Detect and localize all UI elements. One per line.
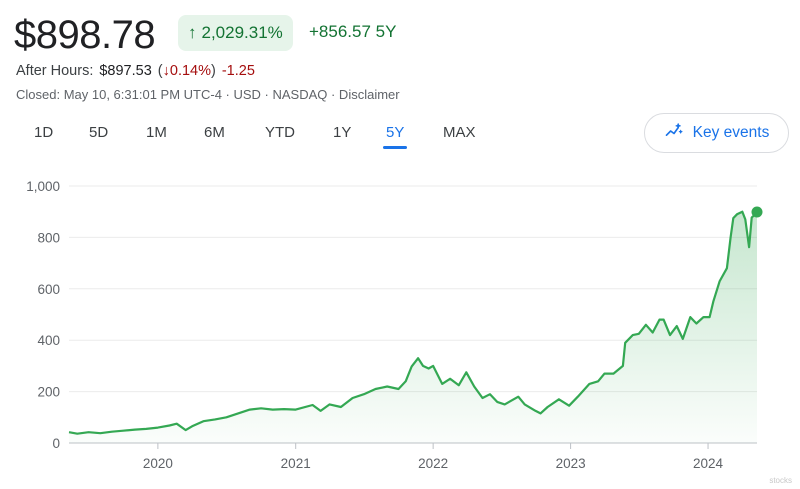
- y-tick-label: 1,000: [26, 179, 60, 194]
- price-area: [69, 211, 757, 443]
- arrow-up-icon: ↑: [188, 23, 197, 42]
- after-hours-percent: (↓0.14%): [158, 63, 216, 79]
- change-period: 5Y: [375, 22, 397, 41]
- key-events-label: Key events: [692, 124, 770, 141]
- y-tick-label: 600: [37, 282, 60, 297]
- tab-5y[interactable]: 5Y: [382, 122, 408, 149]
- tab-ytd[interactable]: YTD: [265, 124, 295, 141]
- price-line: [68, 210, 758, 435]
- absolute-change: +856.57 5Y: [309, 22, 396, 42]
- y-tick-label: 800: [37, 230, 60, 245]
- percent-change-value: 2,029.31%: [201, 23, 283, 42]
- after-hours-price: $897.53: [99, 63, 152, 79]
- market-status-line: Closed: May 10, 6:31:01 PM UTC-4 · USD ·…: [16, 87, 400, 102]
- open-paren: (: [157, 63, 163, 79]
- y-tick-label: 200: [37, 385, 60, 400]
- tab-max[interactable]: MAX: [443, 124, 476, 141]
- percent-change-badge: ↑ 2,029.31%: [178, 15, 293, 51]
- x-tick-label: 2021: [281, 456, 311, 471]
- x-tick-label: 2024: [693, 456, 724, 471]
- current-price-marker: [751, 206, 763, 218]
- close-paren: ): [211, 63, 216, 79]
- after-hours-row: After Hours: $897.53 (↓0.14%) -1.25: [16, 63, 255, 79]
- key-events-button[interactable]: Key events: [644, 113, 789, 153]
- y-tick-label: 400: [37, 333, 60, 348]
- current-price: $898.78: [14, 13, 156, 57]
- x-tick-label: 2022: [418, 456, 448, 471]
- after-hours-change: -1.25: [221, 63, 255, 79]
- x-tick-label: 2023: [556, 456, 586, 471]
- watermark-text: stocks: [769, 476, 792, 485]
- tab-1m[interactable]: 1M: [146, 124, 167, 141]
- x-tick-label: 2020: [143, 456, 173, 471]
- after-hours-pct-value: 0.14%: [169, 63, 211, 79]
- arrow-down-icon: ↓: [162, 63, 170, 79]
- after-hours-label: After Hours:: [16, 63, 94, 79]
- price-chart[interactable]: 0 200 400 600 800 1,000 2020 2021 2022 2023 2024: [0, 170, 800, 475]
- tab-6m[interactable]: 6M: [204, 124, 225, 141]
- absolute-change-value: +856.57: [309, 22, 371, 41]
- y-tick-label: 0: [52, 436, 60, 451]
- tab-5d[interactable]: 5D: [89, 124, 109, 141]
- tab-1d[interactable]: 1D: [34, 124, 54, 141]
- tab-1y[interactable]: 1Y: [333, 124, 352, 141]
- key-events-icon: [664, 121, 684, 146]
